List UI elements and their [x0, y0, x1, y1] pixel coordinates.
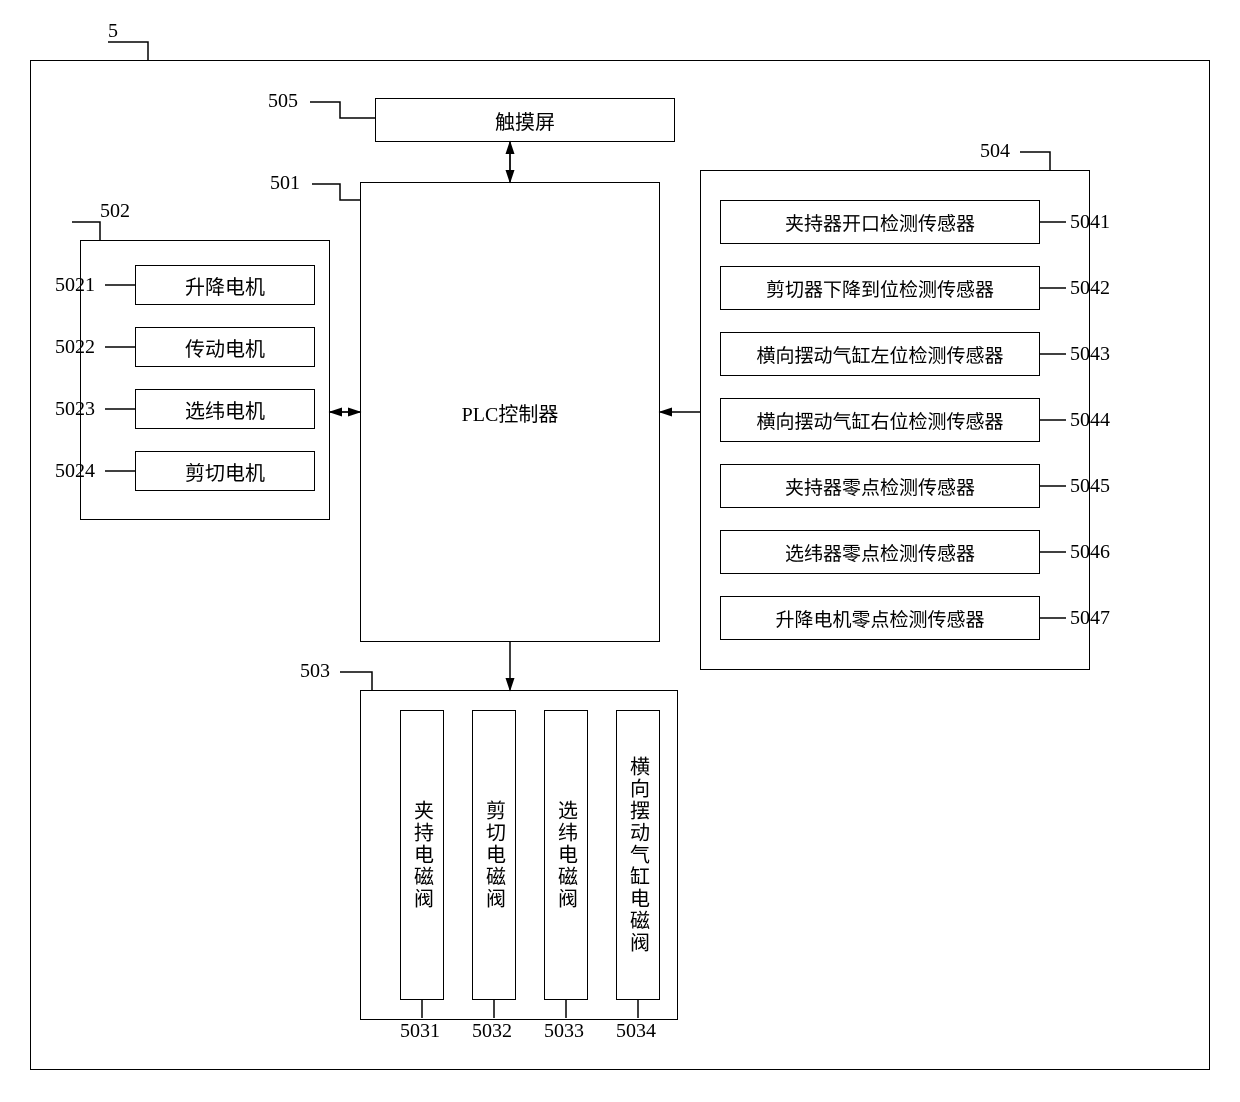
sensor-box-5043: 横向摆动气缸左位检测传感器: [720, 332, 1040, 376]
ref-502: 502: [100, 200, 130, 223]
touchscreen-box-label: 触摸屏: [495, 106, 555, 135]
sensor-box-5042: 剪切器下降到位检测传感器: [720, 266, 1040, 310]
ref-5032: 5032: [472, 1020, 512, 1043]
touchscreen-box: 触摸屏: [375, 98, 675, 142]
valve-box-5034: 横向摆动气缸电磁阀: [616, 710, 660, 1000]
sensor-box-5045-label: 夹持器零点检测传感器: [785, 473, 975, 500]
ref-5042: 5042: [1070, 277, 1110, 300]
valve-box-5033: 选纬电磁阀: [544, 710, 588, 1000]
ref-504: 504: [980, 140, 1010, 163]
ref-5047: 5047: [1070, 607, 1110, 630]
valve-box-5032-label: 剪切电磁阀: [480, 800, 509, 910]
ref-505: 505: [268, 90, 298, 113]
motor-box-5023: 选纬电机: [135, 389, 315, 429]
sensor-box-5046: 选纬器零点检测传感器: [720, 530, 1040, 574]
sensor-box-5044: 横向摆动气缸右位检测传感器: [720, 398, 1040, 442]
motor-box-5023-label: 选纬电机: [185, 395, 265, 424]
plc-box-label: PLC控制器: [462, 398, 559, 427]
plc-box: PLC控制器: [360, 182, 660, 642]
ref-5023: 5023: [55, 398, 95, 421]
ref-5022: 5022: [55, 336, 95, 359]
sensor-box-5043-label: 横向摆动气缸左位检测传感器: [756, 341, 1003, 368]
valve-box-5032: 剪切电磁阀: [472, 710, 516, 1000]
ref-5: 5: [108, 20, 118, 43]
motor-box-5021-label: 升降电机: [185, 271, 265, 300]
motor-box-5022-label: 传动电机: [185, 333, 265, 362]
sensor-box-5044-label: 横向摆动气缸右位检测传感器: [756, 407, 1003, 434]
ref-5046: 5046: [1070, 541, 1110, 564]
ref-501: 501: [270, 172, 300, 195]
motor-box-5024: 剪切电机: [135, 451, 315, 491]
ref-5041: 5041: [1070, 211, 1110, 234]
sensor-box-5045: 夹持器零点检测传感器: [720, 464, 1040, 508]
sensor-box-5042-label: 剪切器下降到位检测传感器: [766, 275, 994, 302]
ref-5021: 5021: [55, 274, 95, 297]
motor-box-5022: 传动电机: [135, 327, 315, 367]
sensor-box-5041-label: 夹持器开口检测传感器: [785, 209, 975, 236]
ref-503: 503: [300, 660, 330, 683]
ref-5024: 5024: [55, 460, 95, 483]
valve-box-5033-label: 选纬电磁阀: [552, 800, 581, 910]
ref-5045: 5045: [1070, 475, 1110, 498]
valve-box-5034-label: 横向摆动气缸电磁阀: [624, 756, 653, 954]
ref-5043: 5043: [1070, 343, 1110, 366]
sensor-box-5046-label: 选纬器零点检测传感器: [785, 539, 975, 566]
sensor-box-5047: 升降电机零点检测传感器: [720, 596, 1040, 640]
motor-box-5021: 升降电机: [135, 265, 315, 305]
ref-5031: 5031: [400, 1020, 440, 1043]
valve-box-5031: 夹持电磁阀: [400, 710, 444, 1000]
valve-box-5031-label: 夹持电磁阀: [408, 800, 437, 910]
ref-5044: 5044: [1070, 409, 1110, 432]
ref-5033: 5033: [544, 1020, 584, 1043]
motor-box-5024-label: 剪切电机: [185, 457, 265, 486]
ref-5034: 5034: [616, 1020, 656, 1043]
sensor-box-5041: 夹持器开口检测传感器: [720, 200, 1040, 244]
sensor-box-5047-label: 升降电机零点检测传感器: [775, 605, 984, 632]
